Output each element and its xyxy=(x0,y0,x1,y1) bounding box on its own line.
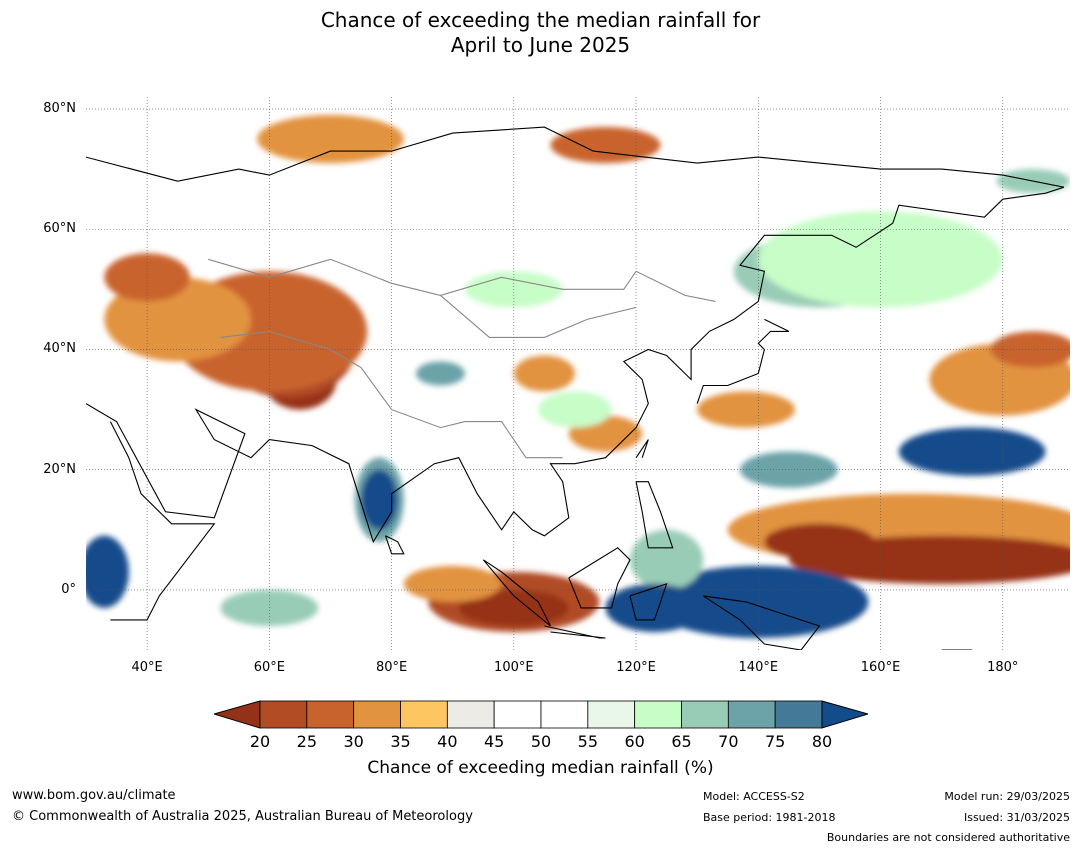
latitude-label: 0° xyxy=(61,581,76,597)
coastline xyxy=(629,583,668,621)
latitude-label: 80°N xyxy=(43,101,76,117)
anomaly-region xyxy=(257,115,404,164)
footer-copyright: © Commonwealth of Australia 2025, Austra… xyxy=(12,809,473,824)
anomaly-region xyxy=(898,427,1046,476)
colorbar-tick-label: 65 xyxy=(671,732,692,751)
colorbar-segment xyxy=(681,700,729,729)
longitude-label: 120°E xyxy=(616,660,656,675)
colorbar-segment xyxy=(774,700,823,729)
colorbar-tick-label: 30 xyxy=(343,732,364,751)
anomaly-region xyxy=(697,391,795,428)
colorbar-tick-label: 35 xyxy=(390,732,411,751)
colorbar-segment xyxy=(727,700,776,729)
colorbar-tick-label: 60 xyxy=(624,732,645,751)
map-title: Chance of exceeding the median rainfall … xyxy=(0,8,1081,58)
map-field xyxy=(86,97,1070,650)
country-border xyxy=(220,330,563,459)
footer-url: www.bom.gov.au/climate xyxy=(12,788,176,803)
longitude-label: 60°E xyxy=(253,660,285,675)
colorbar xyxy=(214,700,868,729)
anomaly-region xyxy=(403,565,502,602)
anomaly-region xyxy=(990,331,1070,368)
map-title-line2: April to June 2025 xyxy=(450,33,631,57)
colorbar-segment xyxy=(400,700,448,729)
coastline xyxy=(384,535,405,555)
anomaly-region xyxy=(86,535,129,608)
footer-model: Model: ACCESS-S2 xyxy=(703,790,805,803)
coastline xyxy=(568,547,631,609)
colorbar-tick-label: 25 xyxy=(296,732,317,751)
country-border xyxy=(440,294,637,338)
footer-base-period: Base period: 1981-2018 xyxy=(703,811,836,824)
colorbar-segment xyxy=(540,700,589,729)
colorbar-segment xyxy=(306,700,355,729)
longitude-label: 80°E xyxy=(375,660,408,675)
coastline xyxy=(109,421,216,621)
colorbar-tick-label: 80 xyxy=(811,732,833,751)
colorbar-segment xyxy=(493,700,542,729)
coastline xyxy=(702,595,821,650)
footer-model-run: Model run: 29/03/2025 xyxy=(944,790,1070,803)
longitude-label: 140°E xyxy=(738,660,779,675)
latitude-label: 60°N xyxy=(43,221,76,237)
longitude-label: 180° xyxy=(987,660,1019,675)
latitude-label: 20°N xyxy=(43,461,76,477)
country-border xyxy=(208,258,716,302)
anomaly-region xyxy=(550,127,661,164)
colorbar-tick-label: 55 xyxy=(577,732,598,751)
colorbar-tick-label: 40 xyxy=(437,732,458,751)
colorbar-tick-label: 45 xyxy=(483,732,505,751)
anomaly-region xyxy=(513,355,575,392)
anomaly-region xyxy=(764,523,875,560)
anomaly-region xyxy=(361,469,398,530)
colorbar-tick-label: 20 xyxy=(249,732,271,751)
colorbar-segment xyxy=(353,700,401,729)
longitude-label: 160°E xyxy=(860,660,901,675)
longitude-label: 40°E xyxy=(131,660,163,675)
anomaly-region xyxy=(629,529,704,590)
colorbar-segment xyxy=(634,700,682,729)
map-title-line1: Chance of exceeding the median rainfall … xyxy=(320,8,761,32)
colorbar-tick-label: 70 xyxy=(718,732,739,751)
colorbar-label: Chance of exceeding median rainfall (%) xyxy=(367,758,714,778)
colorbar-segment xyxy=(587,700,636,729)
colorbar-tick-label: 75 xyxy=(764,732,786,751)
rainfall-map xyxy=(86,97,1070,650)
coastline xyxy=(482,559,551,627)
anomaly-region xyxy=(605,583,704,632)
colorbar-extend-high xyxy=(821,700,868,729)
coastline xyxy=(544,625,606,639)
colorbar-extend-low xyxy=(214,700,261,729)
latitude-label: 40°N xyxy=(43,341,76,357)
coastline xyxy=(86,126,1065,188)
anomaly-region xyxy=(538,391,612,428)
coastline xyxy=(86,186,1065,544)
coastline xyxy=(696,318,790,404)
colorbar-segment xyxy=(259,700,308,729)
footer-issued: Issued: 31/03/2025 xyxy=(963,811,1070,824)
colorbar-tick-label: 50 xyxy=(530,732,552,751)
coastline xyxy=(635,481,674,549)
footer-disclaimer: Boundaries are not considered authoritat… xyxy=(826,831,1070,844)
colorbar-segment xyxy=(446,700,495,729)
anomaly-region xyxy=(416,361,465,386)
longitude-label: 100°E xyxy=(494,660,534,675)
coastline xyxy=(635,439,649,459)
